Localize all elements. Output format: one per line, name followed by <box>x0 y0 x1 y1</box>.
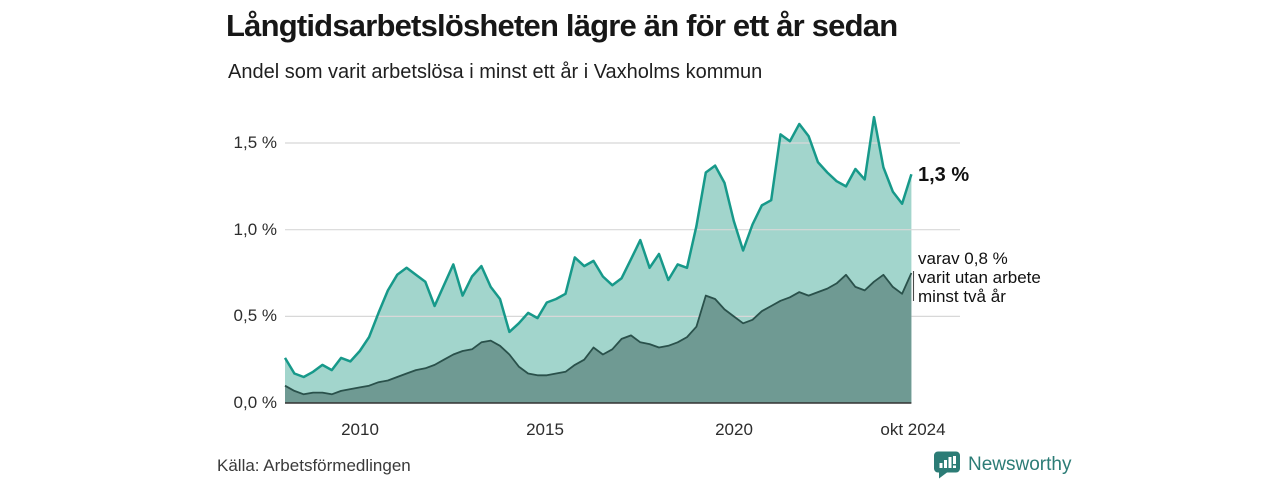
x-tick-okt-2024: okt 2024 <box>880 420 946 439</box>
line-minst-tva-ar <box>284 272 913 396</box>
y-tick-1-5: 1,5 % <box>233 133 277 152</box>
newsworthy-brand-text: Newsworthy <box>968 453 1072 475</box>
newsworthy-brand: Newsworthy <box>933 450 1071 479</box>
x-tick-2020: 2020 <box>715 420 753 439</box>
line-minst-ett-ar <box>283 115 913 379</box>
two-year-annotation: varav 0,8 % varit utan arbete minst två … <box>918 249 1041 306</box>
x-tick-2015: 2015 <box>526 420 564 439</box>
y-tick-0-0: 0,0 % <box>233 393 277 412</box>
source-attribution: Källa: Arbetsförmedlingen <box>217 456 411 475</box>
latest-value-label: 1,3 % <box>918 164 970 186</box>
newsworthy-logo-icon <box>934 451 960 479</box>
y-tick-0-5: 0,5 % <box>233 306 277 325</box>
area-fill-minst-tva-ar <box>285 273 912 403</box>
chart-subtitle: Andel som varit arbetslösa i minst ett å… <box>228 61 763 83</box>
chart-title: Långtidsarbetslösheten lägre än för ett … <box>226 8 898 43</box>
two-year-annotation-line-3: minst två år <box>918 287 1006 306</box>
y-tick-1-0: 1,0 % <box>233 220 277 239</box>
two-year-annotation-line-2: varit utan arbete <box>918 268 1041 287</box>
x-tick-2010: 2010 <box>341 420 379 439</box>
two-year-annotation-line-1: varav 0,8 % <box>918 249 1008 268</box>
